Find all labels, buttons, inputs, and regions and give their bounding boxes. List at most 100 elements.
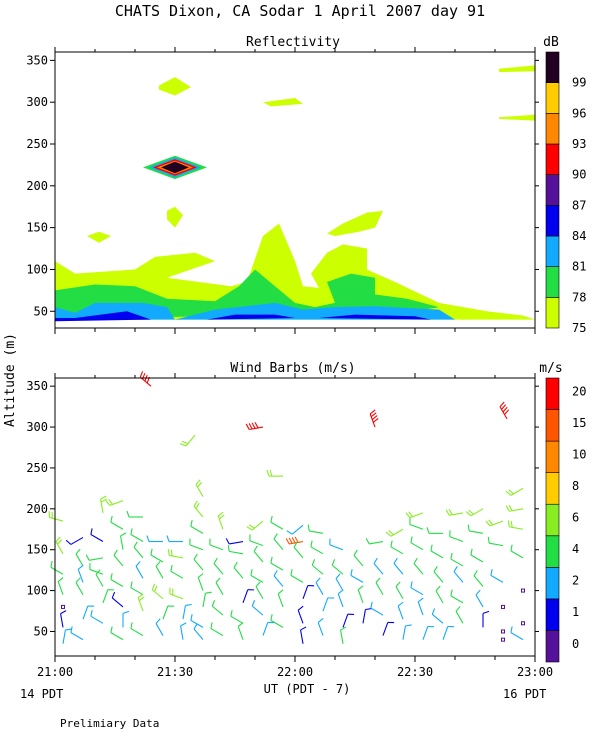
wind-barb — [120, 532, 127, 550]
wind-colorbar-label: 20 — [572, 384, 586, 398]
wind-barb — [249, 534, 264, 547]
wind-barb — [470, 548, 484, 563]
reflectivity-contour-75 — [499, 65, 535, 73]
reflectivity-colorbar-swatch — [545, 266, 560, 298]
wind-barb — [213, 557, 224, 575]
wind-barb — [209, 538, 224, 551]
x-tick-label: 22:00 — [277, 665, 313, 679]
x-tick-label: 22:30 — [397, 665, 433, 679]
wind-barb — [413, 557, 424, 575]
wind-barb — [449, 530, 464, 543]
reflectivity-contour-75 — [55, 223, 535, 320]
wind-barb — [485, 519, 504, 527]
wind-barb — [62, 628, 72, 644]
wind-barb — [211, 600, 224, 616]
preliminary-data-note: Prelimiary Data — [60, 717, 159, 730]
wind-barb — [322, 597, 335, 612]
wind-barb — [467, 524, 484, 534]
wind-barb — [286, 524, 304, 535]
wind-barb — [455, 606, 464, 624]
wind-barb — [505, 504, 524, 512]
wind-barb — [250, 569, 264, 583]
reflectivity-title: Reflectivity — [246, 35, 340, 50]
wind-colorbar-label: 8 — [572, 479, 579, 493]
wind-barb — [48, 511, 64, 522]
wind-colorbar-label: 15 — [572, 416, 586, 430]
wind-barb — [475, 589, 484, 608]
wind-barb — [242, 589, 255, 604]
wind-barb — [246, 520, 264, 531]
wind-barb — [297, 605, 304, 624]
wind-barb — [150, 548, 164, 563]
wind-barb — [270, 614, 284, 628]
reflectivity-colorbar-label: 78 — [572, 290, 586, 304]
reflectivity-colorbar-swatch — [545, 51, 560, 83]
wind-barb — [193, 553, 204, 571]
reflectivity-y-tick-label: 350 — [26, 53, 48, 67]
wind-barb — [365, 538, 384, 545]
wind-barb — [277, 589, 284, 608]
wind-barb — [89, 563, 104, 575]
wind-barb — [182, 603, 192, 620]
x-tick-label: 21:30 — [157, 665, 193, 679]
wind-colorbar-swatch — [545, 503, 560, 537]
wind-barb — [375, 577, 384, 595]
wind-barb — [170, 565, 184, 579]
wind-barb — [111, 591, 124, 608]
wind-barb — [335, 573, 344, 591]
reflectivity-contour-75 — [327, 210, 383, 236]
wind-barb — [290, 569, 304, 583]
wind-barb — [357, 585, 364, 604]
left-local-time-label: 14 PDT — [20, 687, 63, 701]
reflectivity-contour-84 — [55, 311, 151, 322]
wind-barb — [57, 577, 64, 595]
wind-barbs-y-tick-label: 150 — [26, 543, 48, 557]
wind-colorbar-swatch — [545, 630, 560, 663]
wind-barb — [189, 538, 204, 551]
wind-barbs-y-tick-label: 200 — [26, 502, 48, 516]
reflectivity-colorbar-swatch — [545, 143, 560, 175]
wind-barb — [245, 422, 264, 431]
wind-barb — [510, 626, 524, 641]
reflectivity-y-axis: 50 100 150 200 250 300 350 — [26, 53, 539, 318]
reflectivity-colorbar-label: 87 — [572, 198, 586, 212]
wind-barb — [442, 625, 455, 640]
reflectivity-contour-75 — [499, 114, 535, 121]
reflectivity-colorbar-label: 96 — [572, 106, 586, 120]
wind-barb — [202, 591, 212, 608]
wind-colorbar-label: 4 — [572, 542, 579, 556]
wind-barb — [270, 556, 284, 571]
wind-barb — [445, 508, 464, 516]
wind-barb — [82, 605, 95, 620]
wind-barb — [190, 520, 204, 534]
wind-colorbar-swatch — [545, 535, 560, 568]
wind-barb — [270, 515, 284, 530]
wind-barb — [300, 626, 307, 644]
wind-barb — [426, 527, 443, 534]
reflectivity-colorbar-swatch — [545, 205, 560, 237]
x-axis-label: UT (PDT - 7) — [264, 682, 351, 696]
reflectivity-colorbar-label: 99 — [572, 76, 586, 90]
wind-barb — [410, 536, 424, 551]
wind-barb — [350, 569, 364, 583]
wind-barb — [307, 524, 324, 534]
wind-barb — [227, 545, 244, 555]
reflectivity-contour-75 — [263, 98, 303, 107]
wind-barb — [126, 510, 143, 518]
wind-barb — [105, 499, 124, 506]
wind-colorbar-swatch — [545, 598, 560, 631]
wind-barb — [507, 520, 524, 530]
reflectivity-colorbar-unit: dB — [543, 35, 559, 50]
wind-barb — [317, 618, 324, 636]
wind-barb — [473, 570, 484, 587]
wind-barbs-y-tick-label: 300 — [26, 420, 48, 434]
wind-barb — [251, 600, 264, 616]
wind-barb — [255, 581, 264, 600]
wind-colorbar-label: 10 — [572, 447, 586, 461]
wind-barb — [167, 549, 184, 559]
wind-barbs-colorbar: 0 1 2 4 6 8 10 15 20 — [545, 377, 586, 663]
wind-barb — [490, 569, 504, 583]
wind-barb — [505, 487, 524, 496]
reflectivity-colorbar-swatch — [545, 235, 560, 267]
